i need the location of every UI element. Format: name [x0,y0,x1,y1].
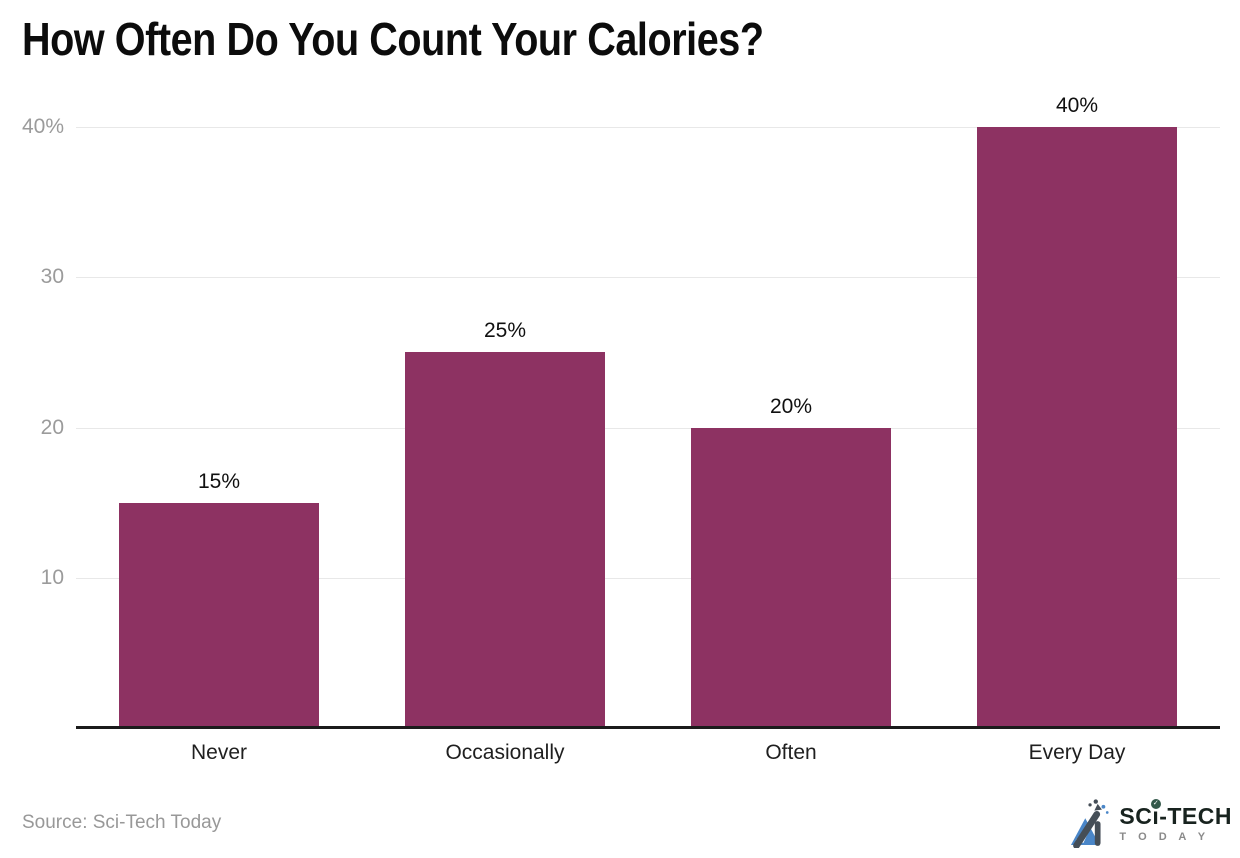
bar-every-day [977,127,1177,728]
logo-wordmark: SCı ✓ -TECH [1119,798,1232,829]
gridline-10 [76,578,1220,579]
x-axis-label-often: Often [765,741,817,764]
value-label-never: 15% [197,470,241,493]
x-axis-label-never: Never [190,741,248,764]
value-label-often: 20% [769,395,813,418]
bar-often [691,428,891,729]
logo-text-i: ı [1152,802,1160,829]
value-label-every-day: 40% [1055,94,1099,117]
y-axis-tick-10: 10 [40,566,64,589]
sci-tech-logo-icon [1071,799,1109,848]
gridline-20 [76,428,1220,429]
bar-never [119,503,319,728]
x-axis-line [76,726,1220,729]
value-label-occasionally: 25% [483,319,527,342]
chart-title: How Often Do You Count Your Calories? [22,13,764,65]
logo-text: SCı ✓ -TECH T O D A Y [1119,798,1232,843]
gridline-30 [76,277,1220,278]
gridline-40 [76,127,1220,128]
sci-tech-today-logo: SCı ✓ -TECH T O D A Y [1070,798,1232,848]
logo-tagline: T O D A Y [1119,830,1210,843]
logo-letter-i: ı ✓ [1150,798,1161,829]
logo-check-icon: ✓ [1150,798,1161,809]
source-text: Source: Sci-Tech Today [22,812,222,833]
logo-text-tech: -TECH [1159,802,1232,829]
logo-text-sc: SC [1119,802,1153,829]
y-axis-tick-30: 30 [40,265,64,288]
x-axis-label-every-day: Every Day [1028,741,1126,764]
y-axis-tick-40: 40% [21,115,64,138]
x-axis-label-occasionally: Occasionally [445,741,565,764]
bar-occasionally [405,352,605,728]
y-axis-tick-20: 20 [40,416,64,439]
